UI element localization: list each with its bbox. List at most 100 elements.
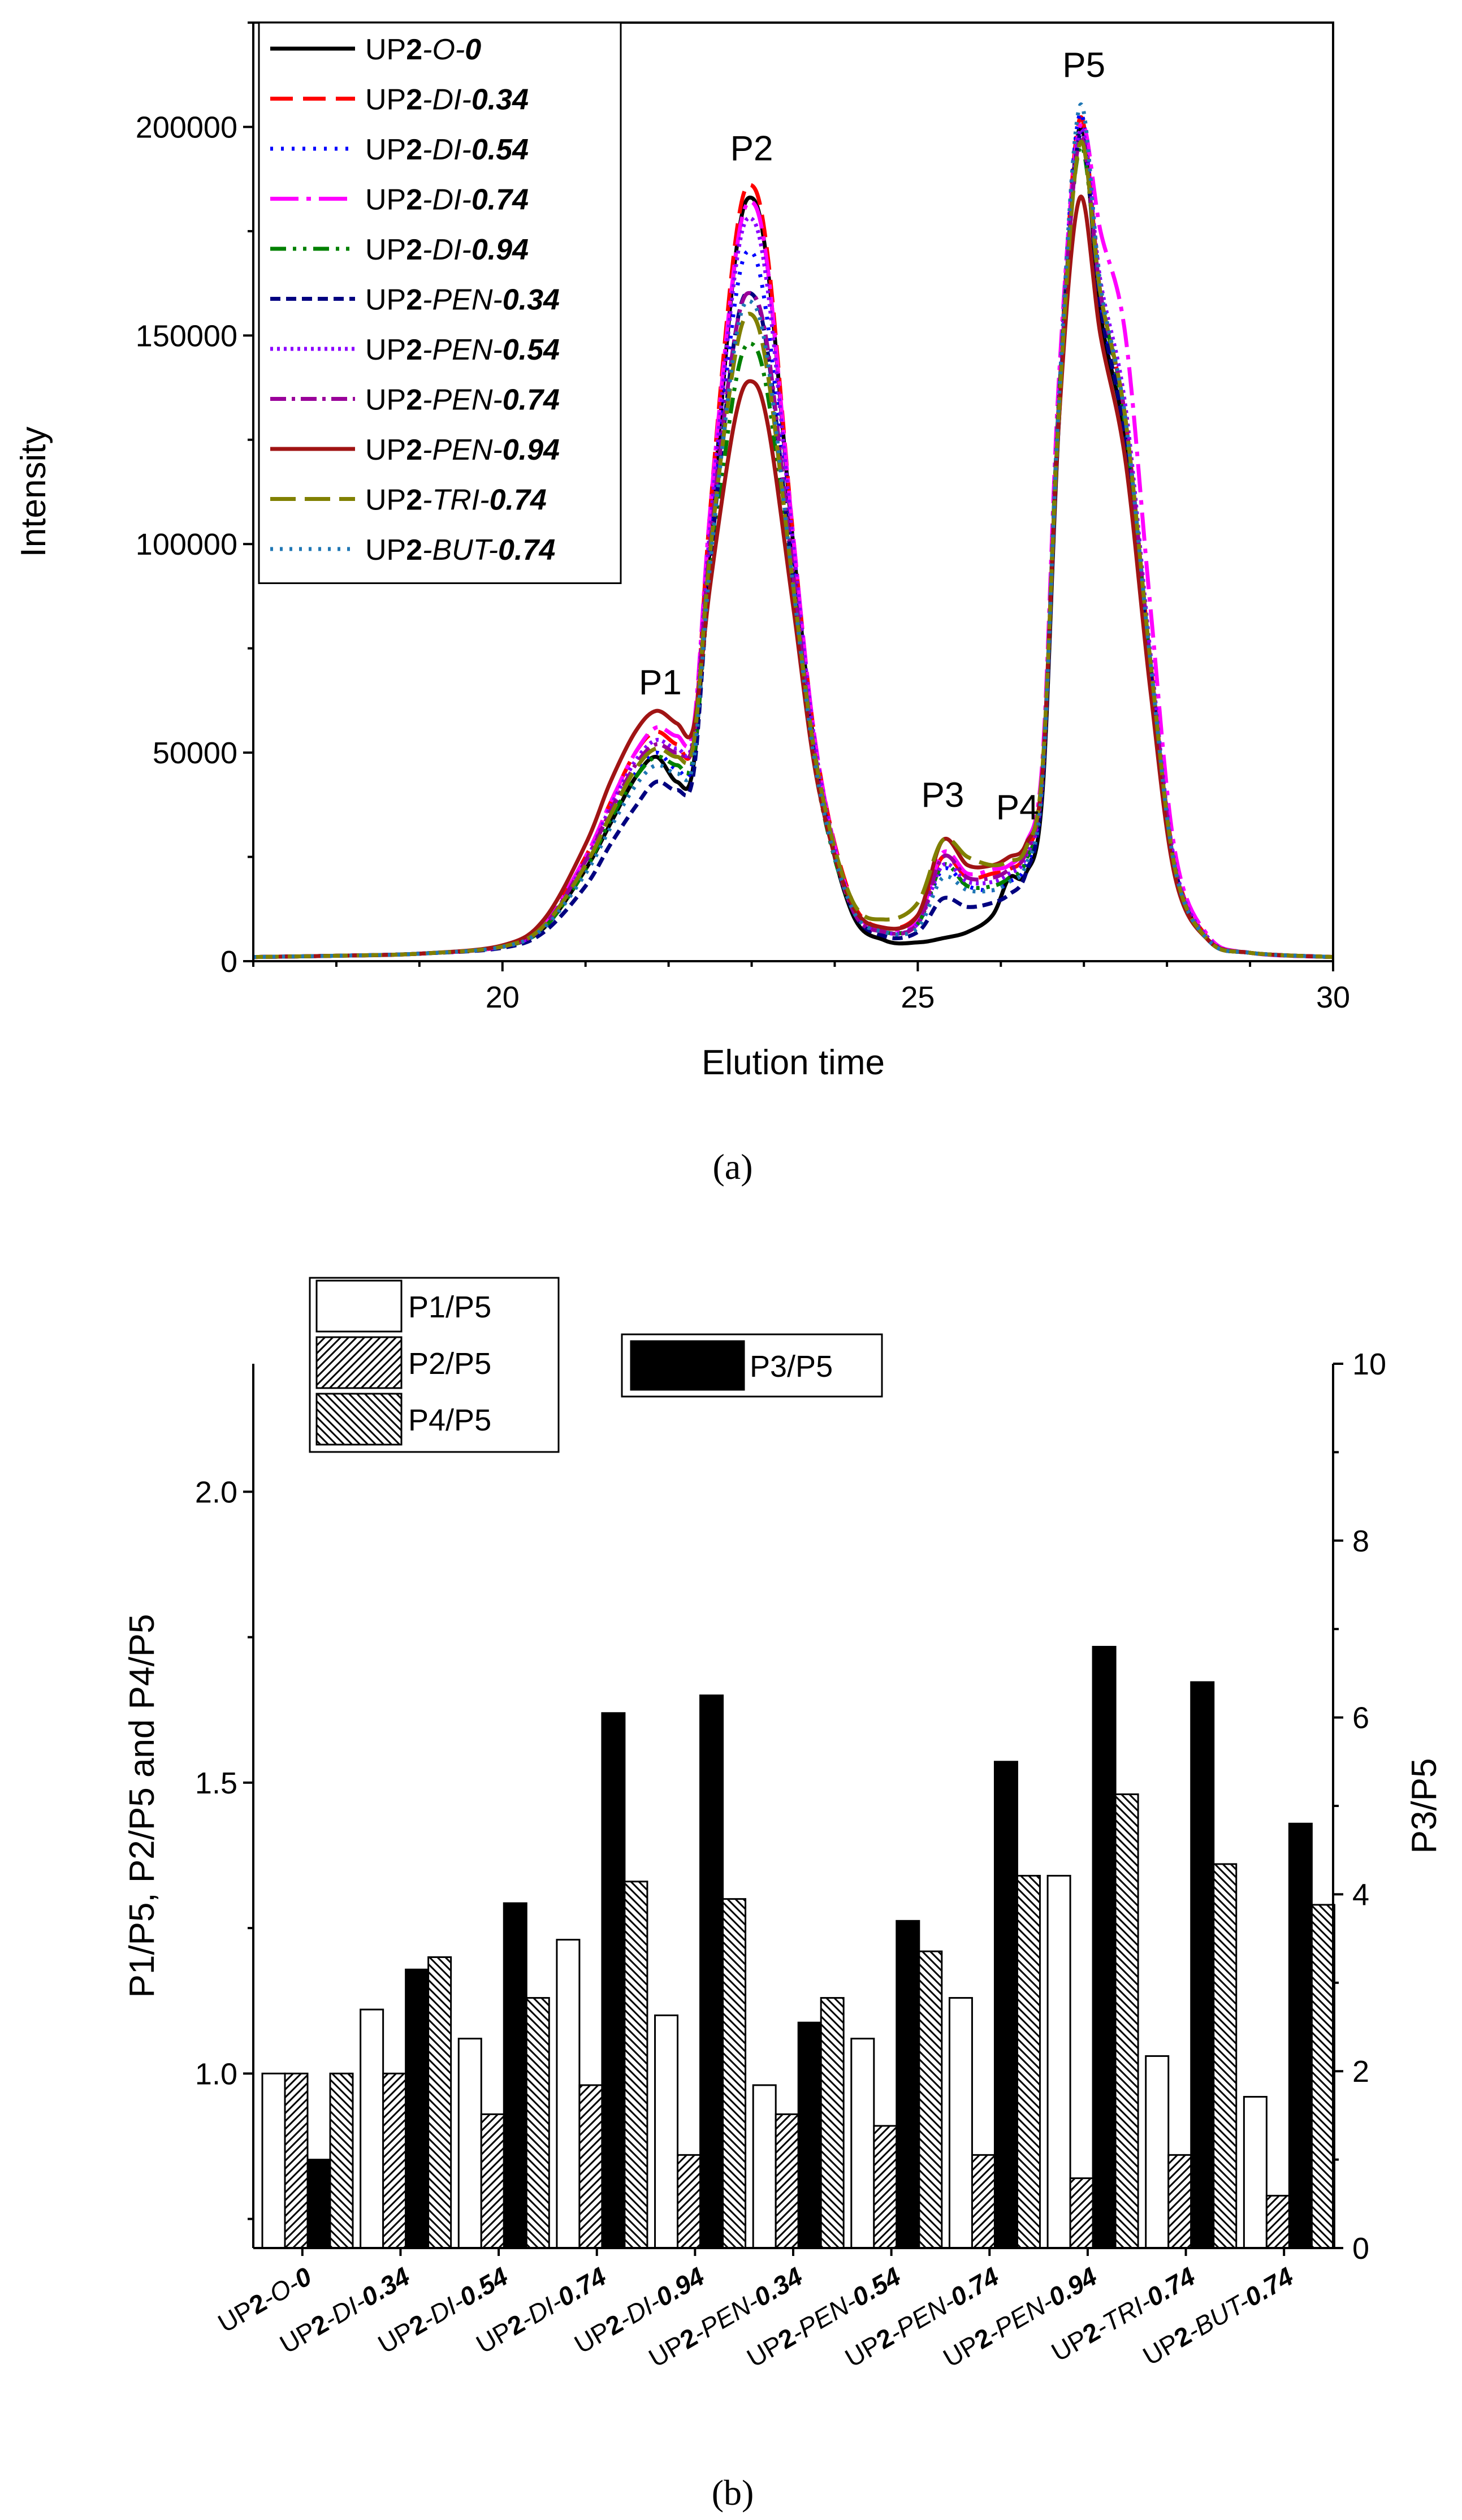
bar-P3/P5 xyxy=(405,1968,430,2249)
legend-label: UP2-PEN-0.74 xyxy=(365,384,560,417)
bar-P1/P5 xyxy=(752,2084,777,2249)
left-axis-label: P1/P5, P2/P5 and P4/P5 xyxy=(123,1614,162,1998)
bar-P2/P5 xyxy=(1069,2177,1094,2249)
bar-P1/P5 xyxy=(556,1939,581,2249)
left-tick-label: 2.0 xyxy=(195,1475,237,1509)
bar-P2/P5 xyxy=(775,2113,799,2249)
chromatogram-chart: 20 25 30 0 50000 100000 150000 200000 Elution ti… xyxy=(14,21,1350,1082)
bar-P1/P5 xyxy=(1243,2095,1268,2249)
bar-P4/P5 xyxy=(1213,1863,1238,2249)
bar-P2/P5 xyxy=(284,2072,309,2249)
bar-P2/P5 xyxy=(382,2072,407,2249)
bar-P1/P5 xyxy=(948,1997,973,2249)
bar-P3/P5 xyxy=(797,2021,822,2249)
y-tick-label: 100000 xyxy=(136,528,237,561)
x-tick-label: 20 xyxy=(486,980,520,1014)
right-tick-label: 2 xyxy=(1352,2055,1369,2089)
bar-P3/P5 xyxy=(993,1761,1018,2249)
bar-legend: P1/P5 P2/P5 P4/P5 P3/P5 xyxy=(309,1277,883,1453)
bar-P4/P5 xyxy=(427,1956,452,2249)
ratio-bar-chart: 1.01.52.00246810UP2-O-0UP2-DI-0.34UP2-DI… xyxy=(123,1277,1444,2373)
series-line-UP2-PEN-0.94 xyxy=(253,194,1333,959)
legend-label: UP2-O-0 xyxy=(365,33,481,66)
legend-swatch xyxy=(315,1393,403,1446)
bar-P3/P5 xyxy=(1288,1822,1313,2249)
legend-label: UP2-PEN-0.54 xyxy=(365,334,560,366)
bar-series-group xyxy=(261,1645,1335,2249)
bar-P4/P5 xyxy=(918,1950,943,2249)
y-tick-label: 150000 xyxy=(136,319,237,353)
bar-P3/P5 xyxy=(1190,1681,1215,2249)
bar-P2/P5 xyxy=(677,2154,702,2249)
bar-P2/P5 xyxy=(578,2084,603,2249)
chromatogram-series-group xyxy=(253,102,1333,959)
legend-label: UP2-DI-0.34 xyxy=(365,84,529,116)
bar-P2/P5 xyxy=(1265,2194,1290,2249)
peak-label-P1: P1 xyxy=(639,663,682,702)
series-line-UP2-DI-0.74 xyxy=(253,120,1333,959)
caption-a: (a) xyxy=(712,1147,752,1187)
legend-label: P1/P5 xyxy=(408,1290,491,1324)
bar-P1/P5 xyxy=(261,2072,286,2249)
bar-P4/P5 xyxy=(722,1898,747,2249)
bar-P3/P5 xyxy=(699,1695,724,2249)
bar-P4/P5 xyxy=(1310,1904,1335,2249)
bar-P3/P5 xyxy=(1092,1645,1117,2249)
series-line-UP2-PEN-0.34 xyxy=(253,131,1333,959)
bar-P4/P5 xyxy=(329,2072,354,2249)
legend-label: P3/P5 xyxy=(750,1350,833,1384)
bar-P1/P5 xyxy=(457,2038,482,2249)
bar-P1/P5 xyxy=(360,2008,384,2249)
bar-P2/P5 xyxy=(1167,2154,1192,2249)
peak-label-P2: P2 xyxy=(730,129,773,168)
legend-label: UP2-DI-0.74 xyxy=(365,184,529,217)
bar-P3/P5 xyxy=(896,1920,920,2249)
series-line-UP2-TRI-0.74 xyxy=(253,140,1333,959)
peak-label-P5: P5 xyxy=(1062,46,1105,85)
peak-labels: P1 P2 P3 P4 P5 xyxy=(639,46,1105,827)
bar-P4/P5 xyxy=(1016,1874,1041,2249)
legend-box xyxy=(258,21,622,584)
y-tick-label: 200000 xyxy=(136,110,237,144)
y-axis-label: Intensity xyxy=(14,427,53,557)
legend-label: UP2-PEN-0.34 xyxy=(365,284,560,317)
chromatogram-axes: 20 25 30 0 50000 100000 150000 200000 Elution ti… xyxy=(14,21,1350,1082)
legend-swatch xyxy=(315,1336,403,1389)
legend-label: UP2-BUT-0.74 xyxy=(365,534,555,567)
y-tick-label: 50000 xyxy=(153,736,237,770)
legend-label: UP2-DI-0.54 xyxy=(365,133,529,166)
bar-P4/P5 xyxy=(1114,1793,1139,2249)
bar-P1/P5 xyxy=(1145,2055,1170,2249)
caption-b: (b) xyxy=(712,2473,754,2513)
right-tick-label: 0 xyxy=(1352,2232,1369,2266)
x-tick-label: 25 xyxy=(901,980,935,1014)
legend-label: P4/P5 xyxy=(408,1403,491,1437)
left-tick-label: 1.5 xyxy=(195,1766,237,1800)
bar-P2/P5 xyxy=(873,2125,898,2249)
left-tick-label: 1.0 xyxy=(195,2057,237,2091)
bar-P3/P5 xyxy=(503,1902,527,2249)
legend-swatch xyxy=(630,1340,745,1391)
peak-label-P4: P4 xyxy=(996,788,1039,827)
bar-P4/P5 xyxy=(820,1997,845,2249)
right-tick-label: 10 xyxy=(1352,1347,1386,1381)
legend-swatch xyxy=(315,1280,403,1333)
right-tick-label: 8 xyxy=(1352,1524,1369,1558)
plot-frame xyxy=(252,21,1334,962)
right-axis-label: P3/P5 xyxy=(1405,1758,1444,1854)
bar-P4/P5 xyxy=(525,1997,550,2249)
peak-label-P3: P3 xyxy=(922,776,964,815)
y-tick-label: 0 xyxy=(220,945,237,979)
bar-P3/P5 xyxy=(601,1712,626,2249)
legend-label: UP2-DI-0.94 xyxy=(365,234,529,266)
x-axis-label: Elution time xyxy=(702,1043,885,1082)
legend-label: P2/P5 xyxy=(408,1347,491,1381)
bar-P1/P5 xyxy=(1046,1874,1071,2249)
legend-label: UP2-TRI-0.74 xyxy=(365,484,547,517)
right-tick-label: 4 xyxy=(1352,1878,1369,1912)
bar-P4/P5 xyxy=(624,1881,648,2249)
x-tick-label: 30 xyxy=(1316,980,1350,1014)
bar-P3/P5 xyxy=(306,2159,331,2249)
legend-label: UP2-PEN-0.94 xyxy=(365,434,560,466)
